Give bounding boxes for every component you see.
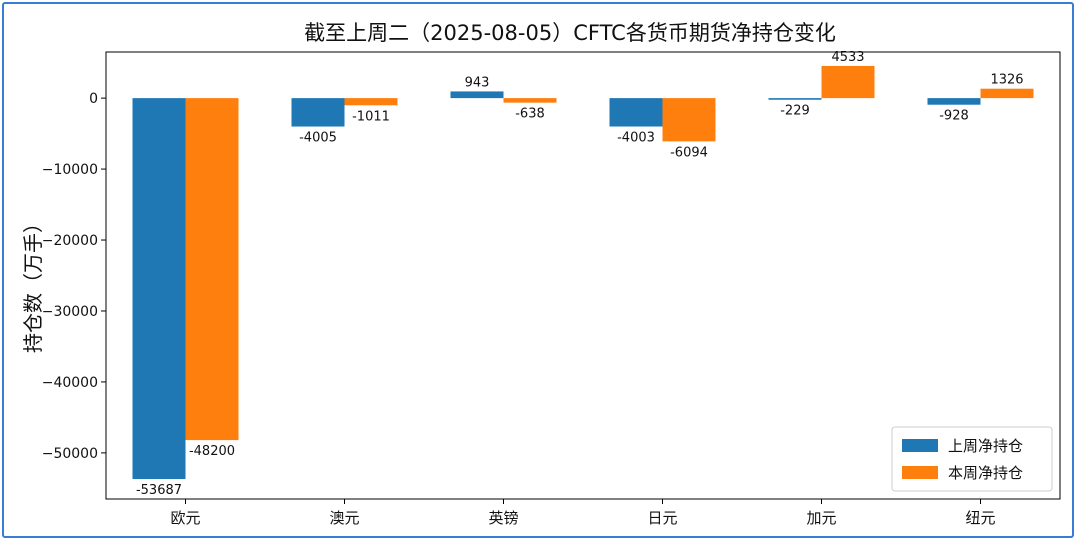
x-tick-label: 加元 <box>806 509 836 527</box>
data-label-last-week-1: -4005 <box>299 131 337 146</box>
legend-label-this-week: 本周净持仓 <box>948 464 1023 482</box>
data-label-this-week-4: 4533 <box>831 50 864 65</box>
y-tick-label: −50000 <box>42 446 98 462</box>
data-label-this-week-0: -48200 <box>189 444 235 459</box>
bars-layer <box>132 65 1034 480</box>
y-axis-label: 持仓数（万手） <box>21 213 45 353</box>
legend-swatch-last-week <box>902 439 938 452</box>
data-label-this-week-3: -6094 <box>670 145 708 160</box>
y-tick-label: −30000 <box>42 304 98 320</box>
bar-this-week-4 <box>821 65 875 99</box>
bar-this-week-2 <box>503 98 557 103</box>
x-tick-label: 欧元 <box>170 509 200 527</box>
axes-layer: 欧元 澳元 英镑 日元 加元 纽元 0 −10000 −20000 −30000 −40000 −50… <box>42 51 1061 527</box>
plot-area-border <box>105 51 1061 500</box>
y-tick-label: −40000 <box>42 375 98 391</box>
y-tick-label: 0 <box>89 91 98 107</box>
bar-this-week-1 <box>344 98 398 106</box>
bar-this-week-3 <box>662 98 716 142</box>
bar-last-week-2 <box>450 91 504 99</box>
data-label-last-week-5: -928 <box>939 109 969 124</box>
chart-title: 截至上周二（2025-08-05）CFTC各货币期货净持仓变化 <box>304 21 836 45</box>
bar-last-week-3 <box>609 98 663 127</box>
legend-swatch-this-week <box>902 466 938 479</box>
x-tick-label: 日元 <box>647 509 677 527</box>
bar-this-week-0 <box>185 98 239 441</box>
bar-last-week-5 <box>927 98 981 105</box>
legend-label-last-week: 上周净持仓 <box>948 437 1023 455</box>
data-label-last-week-3: -4003 <box>617 131 655 146</box>
x-tick-label: 澳元 <box>329 509 359 527</box>
bar-last-week-4 <box>768 98 822 100</box>
y-tick-label: −10000 <box>42 162 98 178</box>
data-labels-layer: -53687 -48200 -4005 -1011 943 -638 -4003 -6094 -… <box>136 50 1024 498</box>
bar-last-week-1 <box>291 98 345 127</box>
bar-last-week-0 <box>132 98 186 480</box>
bar-this-week-5 <box>980 88 1034 99</box>
x-tick-label: 英镑 <box>488 509 518 527</box>
y-tick-label: −20000 <box>42 233 98 249</box>
data-label-this-week-1: -1011 <box>352 109 390 124</box>
data-label-last-week-4: -229 <box>780 104 810 119</box>
x-tick-label: 纽元 <box>965 509 995 527</box>
data-label-this-week-2: -638 <box>515 107 545 122</box>
data-label-this-week-5: 1326 <box>990 73 1023 88</box>
data-label-last-week-0: -53687 <box>136 483 182 498</box>
data-label-last-week-2: 943 <box>465 75 490 90</box>
